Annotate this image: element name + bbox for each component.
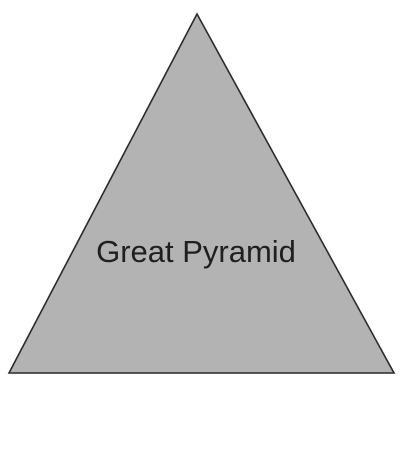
pyramid-label: Great Pyramid [96, 234, 296, 269]
pyramid-triangle [7, 12, 396, 374]
